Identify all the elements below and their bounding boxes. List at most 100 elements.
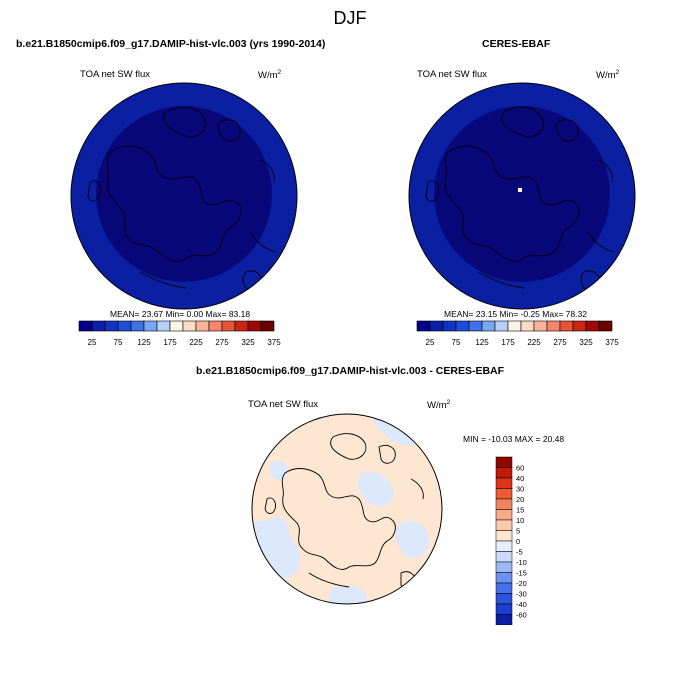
colorbar-tick-label: -60 (516, 611, 527, 620)
colorbar-swatch (143, 320, 158, 332)
colorbar-tick-label: 10 (516, 516, 524, 525)
colorbar-swatch (208, 320, 223, 332)
colorbar-tick-label: -10 (516, 558, 527, 567)
panel-3-map (251, 413, 443, 605)
colorbar-tick-label: 375 (267, 338, 281, 347)
panel-3-variable-label: TOA net SW flux (248, 399, 319, 410)
colorbar-tick-label: -20 (516, 579, 527, 588)
colorbar-swatch (156, 320, 171, 332)
colorbar-tick-label: 75 (114, 338, 123, 347)
panel-2-stats: MEAN= 23.15 Min= -0.25 Max= 78.32 (444, 309, 587, 319)
colorbar-tick-label: -30 (516, 590, 527, 599)
colorbar-swatch (260, 320, 275, 332)
panel-2-colorbar: 25 75 125 175 225 275 325 375 (416, 320, 619, 347)
panel-1-units-label: W/m2 (258, 69, 282, 82)
panel-1-stats: MEAN= 23.67 Min= 0.00 Max= 83.18 (110, 309, 251, 319)
colorbar-swatch (495, 530, 513, 542)
colorbar-tick-label: 0 (516, 537, 520, 546)
panel-2-missing-data-spot (518, 188, 522, 192)
colorbar-swatch (481, 320, 496, 332)
panel-1-variable-label: TOA net SW flux (80, 69, 151, 80)
colorbar-tick-label: 375 (605, 338, 619, 347)
colorbar-swatch (520, 320, 535, 332)
colorbar-swatch (195, 320, 210, 332)
colorbar-swatch (91, 320, 106, 332)
figure-title: DJF (333, 8, 367, 28)
colorbar-swatch (495, 509, 513, 521)
colorbar-swatch (495, 498, 513, 510)
colorbar-tick-label: 325 (579, 338, 593, 347)
colorbar-swatch (494, 320, 509, 332)
colorbar-tick-label: 40 (516, 474, 524, 483)
colorbar-tick-label: 15 (516, 506, 524, 515)
panel-1-colorbar: 25 75 125 175 225 275 325 375 (78, 320, 281, 347)
colorbar-tick-label: 225 (527, 338, 541, 347)
panel-3-coastlines (264, 433, 424, 590)
colorbar-swatch (495, 572, 513, 584)
panel-2-coastlines (425, 106, 615, 294)
panel-3-units-label: W/m2 (427, 399, 451, 412)
colorbar-swatch (429, 320, 444, 332)
colorbar-tick-label: 175 (501, 338, 515, 347)
colorbar-tick-label: 60 (516, 464, 524, 473)
colorbar-tick-label: -40 (516, 600, 527, 609)
colorbar-swatch (598, 320, 613, 332)
colorbar-swatch (495, 456, 513, 468)
colorbar-swatch (468, 320, 483, 332)
panel-3-subtitle: b.e21.B1850cmip6.f09_g17.DAMIP-hist-vlc.… (195, 365, 505, 377)
colorbar-tick-label: 20 (516, 495, 524, 504)
panel-2-variable-label: TOA net SW flux (417, 69, 488, 80)
colorbar-swatch (416, 320, 431, 332)
panel-1-map (70, 82, 298, 310)
colorbar-swatch (495, 467, 513, 479)
colorbar-swatch (572, 320, 587, 332)
colorbar-swatch (546, 320, 561, 332)
colorbar-tick-label: 275 (553, 338, 567, 347)
colorbar-tick-label: 5 (516, 527, 520, 536)
colorbar-swatch (495, 551, 513, 563)
colorbar-swatch (507, 320, 522, 332)
colorbar-swatch (104, 320, 119, 332)
colorbar-tick-label: 325 (241, 338, 255, 347)
colorbar-swatch (247, 320, 262, 332)
colorbar-swatch (495, 582, 513, 594)
colorbar-swatch (182, 320, 197, 332)
colorbar-swatch (495, 603, 513, 615)
colorbar-swatch (585, 320, 600, 332)
colorbar-swatch (234, 320, 249, 332)
colorbar-tick-label: 125 (137, 338, 151, 347)
colorbar-swatch (533, 320, 548, 332)
panel-2-map (408, 82, 636, 310)
colorbar-tick-label: 25 (426, 338, 435, 347)
panel-1-subtitle: b.e21.B1850cmip6.f09_g17.DAMIP-hist-vlc.… (16, 38, 326, 50)
colorbar-tick-label: 125 (475, 338, 489, 347)
colorbar-swatch (495, 593, 513, 605)
colorbar-swatch (442, 320, 457, 332)
colorbar-swatch (169, 320, 184, 332)
colorbar-swatch (117, 320, 132, 332)
colorbar-swatch (495, 614, 513, 625)
panel-1-map-fill-inner (96, 106, 272, 282)
colorbar-swatch (221, 320, 236, 332)
colorbar-swatch (495, 540, 513, 552)
colorbar-swatch (495, 477, 513, 489)
colorbar-swatch (495, 519, 513, 531)
panel-3-stats: MIN = -10.03 MAX = 20.48 (463, 434, 565, 444)
colorbar-tick-label: 175 (163, 338, 177, 347)
colorbar-tick-label: -15 (516, 569, 527, 578)
panel-2-map-fill-inner (434, 106, 610, 282)
colorbar-swatch (130, 320, 145, 332)
colorbar-tick-label: 30 (516, 485, 524, 494)
colorbar-swatch (495, 561, 513, 573)
colorbar-tick-label: 225 (189, 338, 203, 347)
colorbar-swatch (495, 488, 513, 500)
colorbar-swatch (78, 320, 93, 332)
colorbar-tick-label: -5 (516, 548, 523, 557)
panel-2-subtitle: CERES-EBAF (482, 38, 551, 50)
colorbar-tick-label: 75 (452, 338, 461, 347)
colorbar-swatch (559, 320, 574, 332)
colorbar-tick-label: 25 (88, 338, 97, 347)
colorbar-tick-label: 275 (215, 338, 229, 347)
colorbar-swatch (455, 320, 470, 332)
